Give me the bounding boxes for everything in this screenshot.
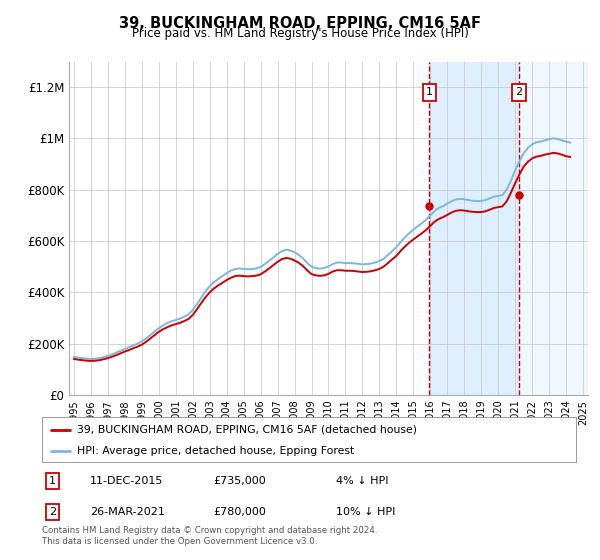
Text: 10% ↓ HPI: 10% ↓ HPI xyxy=(336,507,395,517)
Text: £735,000: £735,000 xyxy=(213,475,266,486)
Text: 2: 2 xyxy=(515,87,523,97)
Text: 26-MAR-2021: 26-MAR-2021 xyxy=(90,507,165,517)
Text: 11-DEC-2015: 11-DEC-2015 xyxy=(90,475,163,486)
Text: 39, BUCKINGHAM ROAD, EPPING, CM16 5AF: 39, BUCKINGHAM ROAD, EPPING, CM16 5AF xyxy=(119,16,481,31)
Text: 1: 1 xyxy=(49,475,56,486)
Text: Price paid vs. HM Land Registry's House Price Index (HPI): Price paid vs. HM Land Registry's House … xyxy=(131,27,469,40)
Text: 1: 1 xyxy=(426,87,433,97)
Bar xyxy=(519,62,588,395)
Text: 39, BUCKINGHAM ROAD, EPPING, CM16 5AF (detached house): 39, BUCKINGHAM ROAD, EPPING, CM16 5AF (d… xyxy=(77,424,417,435)
Text: HPI: Average price, detached house, Epping Forest: HPI: Average price, detached house, Eppi… xyxy=(77,446,354,456)
Text: Contains HM Land Registry data © Crown copyright and database right 2024.
This d: Contains HM Land Registry data © Crown c… xyxy=(42,526,377,546)
Text: 4% ↓ HPI: 4% ↓ HPI xyxy=(336,475,388,486)
Bar xyxy=(430,62,519,395)
Text: £780,000: £780,000 xyxy=(213,507,266,517)
Text: 2: 2 xyxy=(49,507,56,517)
